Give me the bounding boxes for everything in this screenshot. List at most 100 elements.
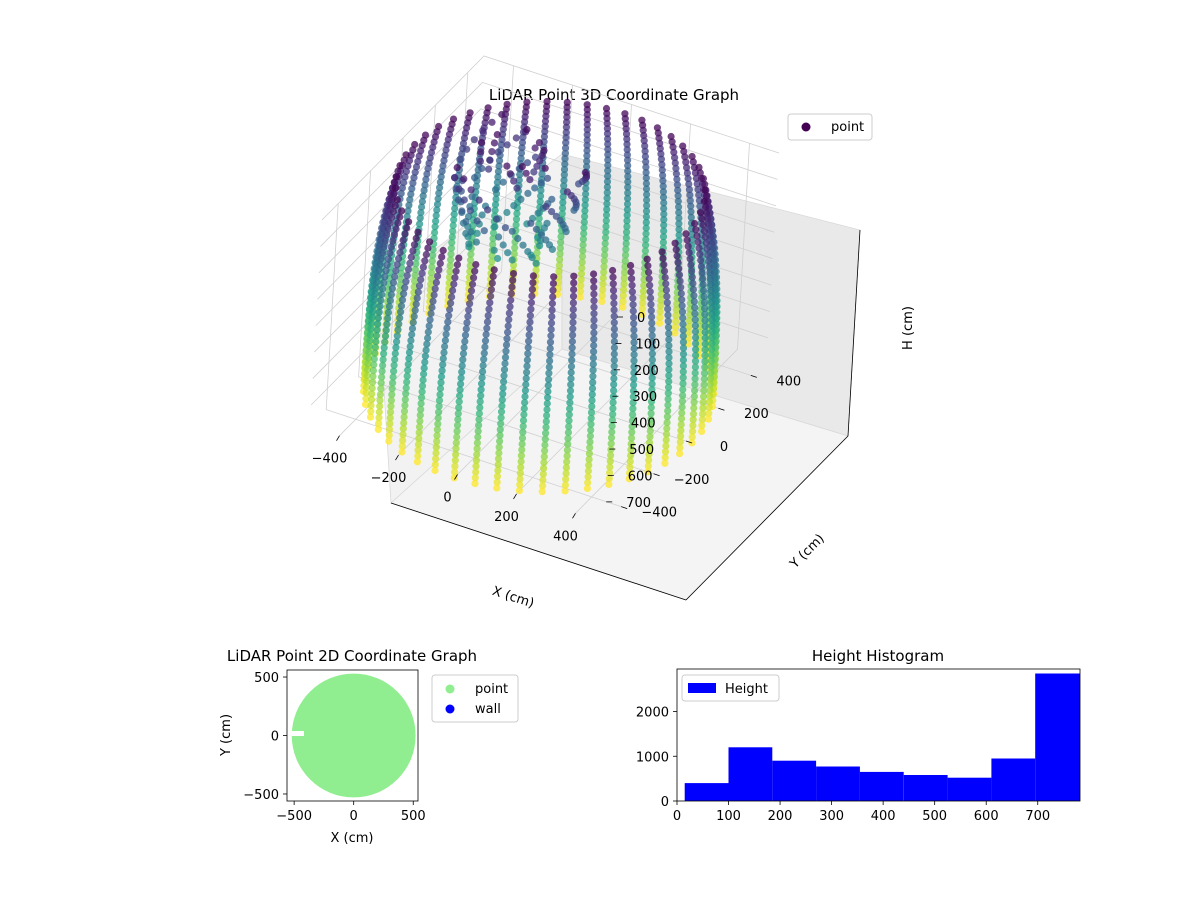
data-point-3d [604, 161, 612, 169]
data-point-3d [700, 375, 708, 383]
data-point-3d [689, 410, 698, 418]
data-point-3d [401, 396, 409, 404]
data-point-3d [589, 378, 597, 386]
tick-label-y: −400 [641, 506, 677, 521]
data-point-3d [496, 431, 504, 439]
data-point-3d [434, 414, 442, 422]
data-point-3d [674, 197, 682, 205]
y-axis-label-3d: Y (cm) [787, 531, 828, 572]
data-point-3d [423, 340, 431, 348]
data-point-3d [665, 342, 673, 350]
data-point-3d [411, 277, 419, 285]
data-point-3d [387, 396, 395, 404]
data-point-3d [505, 309, 513, 317]
data-point-3d [503, 335, 511, 343]
data-point-3d [646, 439, 654, 447]
data-point-3d [609, 286, 618, 294]
data-point-3d [641, 247, 650, 255]
data-point-3d [473, 439, 481, 447]
data-point-3d [435, 189, 443, 197]
data-point-3d [581, 196, 590, 204]
data-point-3d [519, 416, 528, 424]
data-point-3d [437, 373, 446, 381]
data-point-3d [414, 440, 423, 448]
data-point-3d [475, 409, 483, 418]
data-point-3d [400, 407, 409, 415]
data-point-3d [579, 241, 587, 249]
histogram-bar [772, 760, 817, 801]
histogram-bar [991, 758, 1036, 801]
data-point-3d [415, 435, 423, 443]
data-point-3d [699, 404, 707, 412]
data-point-3d [489, 240, 497, 248]
data-point-3d [436, 390, 444, 399]
data-point-3d [687, 202, 695, 210]
data-point-3d [519, 428, 527, 436]
data-point-3d [665, 371, 673, 380]
data-point-3d [691, 310, 699, 318]
data-point-3d [607, 451, 615, 459]
data-point-3d [497, 408, 506, 416]
data-point-3d [515, 176, 523, 184]
data-point-3d [665, 335, 673, 344]
data-point-3d [691, 219, 699, 228]
data-point-3d [394, 219, 402, 227]
data-point-3d [518, 138, 527, 147]
data-point-3d [526, 318, 534, 326]
data-point-3d [490, 246, 498, 254]
data-point-3d [556, 244, 564, 252]
data-point-3d [397, 189, 405, 197]
data-point-3d [518, 440, 526, 448]
data-point-3d [601, 245, 609, 253]
data-point-3d [487, 286, 495, 294]
data-point-3d [576, 293, 584, 301]
data-point-3d [659, 238, 668, 246]
data-point-3d [708, 316, 716, 324]
data-point-3d [665, 329, 673, 337]
data-point-3d [528, 285, 537, 293]
data-point-3d [516, 469, 525, 477]
data-point-3d [629, 294, 637, 302]
data-point-3d [623, 200, 632, 208]
data-point-3d [517, 195, 525, 203]
data-point-3d [705, 257, 713, 265]
data-point-3d [695, 244, 703, 252]
data-point-3d [570, 272, 578, 280]
data-point-3d [639, 299, 647, 307]
data-point-3d [585, 461, 593, 469]
data-point-3d [390, 178, 399, 187]
data-point-3d [511, 244, 519, 252]
data-point-3d [690, 392, 699, 400]
data-point-3d [707, 292, 715, 301]
data-point-3d [605, 475, 613, 483]
data-point-3d [708, 298, 716, 306]
legend-3d: point [787, 113, 873, 141]
grid-line-y [358, 170, 654, 475]
data-point-3d [518, 446, 526, 454]
data-point-3d [603, 183, 612, 191]
data-point-3d [583, 116, 591, 124]
tick-label-y-histogram: 1000 [636, 750, 669, 765]
data-point-3d [567, 381, 575, 389]
data-point-3d [659, 233, 668, 241]
data-point-3d [414, 288, 422, 296]
data-point-3d [568, 350, 576, 358]
data-point-3d [638, 116, 646, 124]
data-point-3d [628, 275, 636, 283]
data-point-3d [687, 213, 695, 221]
data-point-3d [501, 224, 509, 232]
data-point-3d [507, 290, 515, 298]
data-point-3d [378, 249, 387, 257]
data-point-3d [478, 164, 486, 173]
data-point-3d [609, 280, 617, 288]
data-point-3d [662, 286, 671, 294]
scatter-2d-chart: LiDAR Point 2D Coordinate Graph −500 0 500… [219, 647, 519, 846]
data-point-3d [707, 363, 715, 371]
data-point-3d [603, 125, 612, 133]
data-point-3d [689, 285, 698, 294]
data-point-3d [581, 168, 589, 177]
data-point-3d [660, 216, 668, 224]
tick-label-y-2d: 500 [254, 671, 279, 686]
data-point-3d [494, 455, 503, 463]
data-point-3d [380, 279, 388, 287]
